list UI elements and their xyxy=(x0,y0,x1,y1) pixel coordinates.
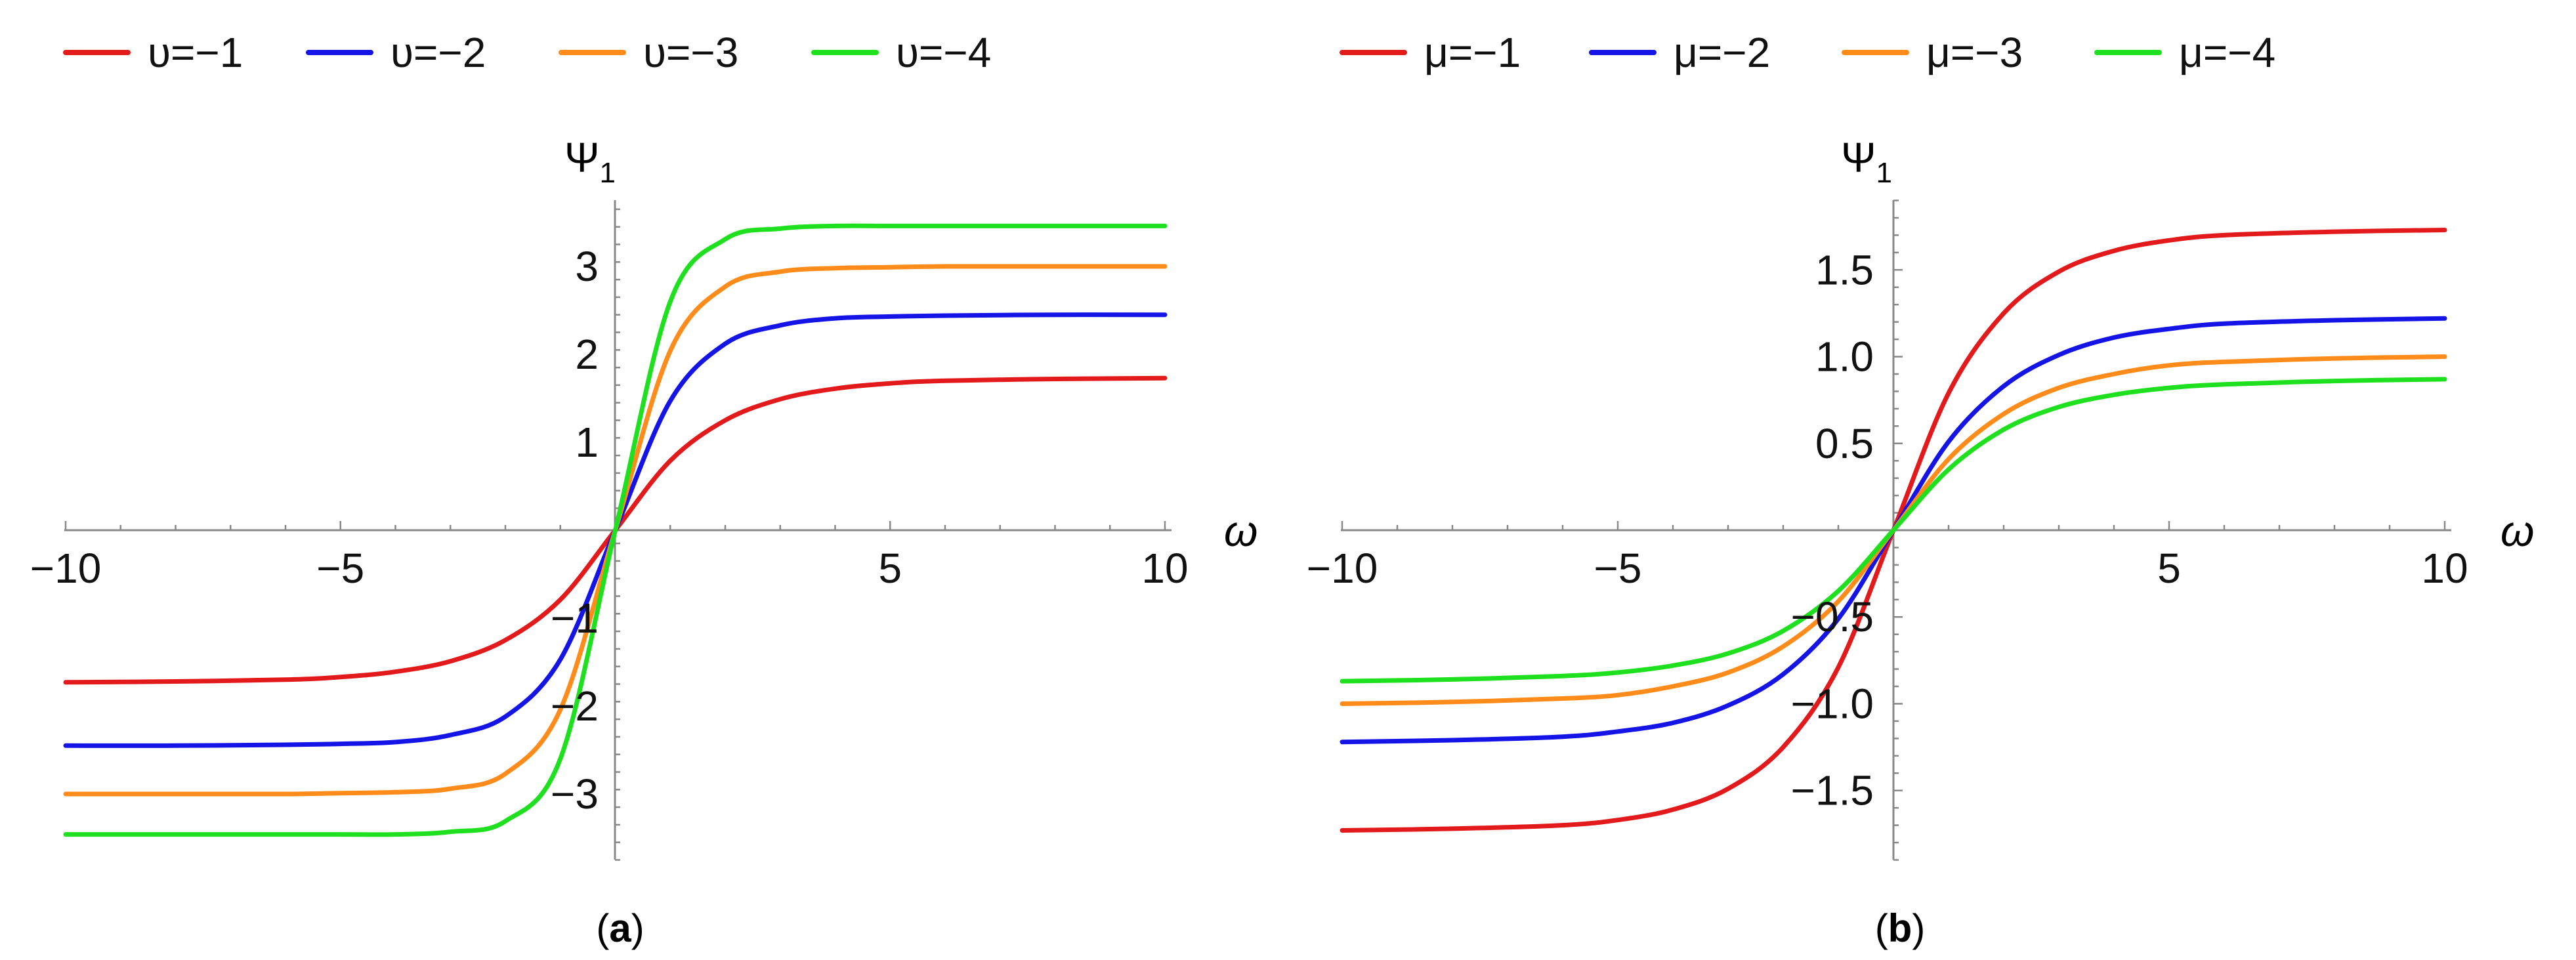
caption-a-open: ( xyxy=(596,906,609,950)
y-tick-label: 2 xyxy=(575,331,599,378)
legend-b: μ=−1 μ=−2 μ=−3 μ=−4 xyxy=(1340,29,2275,76)
x-tick-label: 10 xyxy=(2421,545,2468,592)
y-tick-label: 1.5 xyxy=(1815,246,1874,293)
legend-label: μ=−1 xyxy=(1424,29,1521,76)
y-tick-label: −0.5 xyxy=(1791,593,1874,640)
x-tick-label: 10 xyxy=(1141,545,1188,592)
tick-labels-a: −10 −5 5 10 −3 −2 −1 1 2 3 xyxy=(30,243,1189,818)
legend-label: μ=−3 xyxy=(1926,29,2023,76)
y-tick-label: 3 xyxy=(575,243,599,290)
y-tick-label: −2 xyxy=(551,682,599,730)
tick-labels-b: −10 −5 5 10 −1.5 −1.0 −0.5 0.5 1.0 1.5 xyxy=(1307,246,2468,814)
series-a xyxy=(63,223,1168,837)
y-axis-label-sub-a: 1 xyxy=(599,157,615,189)
x-tick-label: −10 xyxy=(1307,545,1378,592)
legend-label: μ=−2 xyxy=(1674,29,1770,76)
y-axis-label-sub-b: 1 xyxy=(1876,157,1891,189)
x-axis-label-b: ω xyxy=(2501,507,2534,555)
x-axis-label-a: ω xyxy=(1224,507,1257,555)
y-tick-label: −3 xyxy=(551,770,599,818)
caption-a-letter: a xyxy=(609,906,631,950)
legend-label: υ=−2 xyxy=(391,29,486,76)
y-tick-label: 1 xyxy=(575,419,599,466)
y-tick-label: 0.5 xyxy=(1815,420,1874,467)
y-axis-label-main-b: Ψ xyxy=(1841,134,1876,181)
legend-a: υ=−1 υ=−2 υ=−3 υ=−4 xyxy=(63,29,991,76)
y-axis-label-b: Ψ1 xyxy=(1841,134,1892,189)
caption-b: (b) xyxy=(1875,906,1926,950)
caption-a-close: ) xyxy=(631,906,644,950)
x-tick-label: −10 xyxy=(30,545,102,592)
caption-b-open: ( xyxy=(1875,906,1888,950)
legend-label: μ=−4 xyxy=(2179,29,2275,76)
x-tick-label: 5 xyxy=(2157,545,2181,592)
plot-b: −10 −5 5 10 −1.5 −1.0 −0.5 0.5 1.0 1.5 ω Ψ1 xyxy=(1307,134,2534,861)
y-axis-label-main-a: Ψ xyxy=(564,134,599,181)
y-tick-label: 1.0 xyxy=(1815,333,1874,381)
y-tick-label: −1.5 xyxy=(1791,767,1874,814)
panel-b: μ=−1 μ=−2 μ=−3 μ=−4 −10 −5 5 10 −1.5 −1.0 −0.5 0.5… xyxy=(1307,29,2535,950)
legend-label: υ=−1 xyxy=(148,29,243,76)
caption-b-close: ) xyxy=(1912,906,1925,950)
x-tick-label: −5 xyxy=(316,545,364,592)
caption-b-letter: b xyxy=(1888,906,1912,950)
legend-label: υ=−3 xyxy=(643,29,738,76)
series-line xyxy=(1340,377,2447,684)
x-tick-label: −5 xyxy=(1594,545,1642,592)
x-tick-label: 5 xyxy=(878,545,902,592)
series-b xyxy=(1340,228,2447,833)
series-line xyxy=(63,223,1168,837)
legend-label: υ=−4 xyxy=(896,29,991,76)
caption-a: (a) xyxy=(596,906,644,950)
y-tick-label: −1 xyxy=(551,595,599,642)
y-axis-label-a: Ψ1 xyxy=(564,134,616,189)
y-tick-label: −1.0 xyxy=(1791,680,1874,727)
